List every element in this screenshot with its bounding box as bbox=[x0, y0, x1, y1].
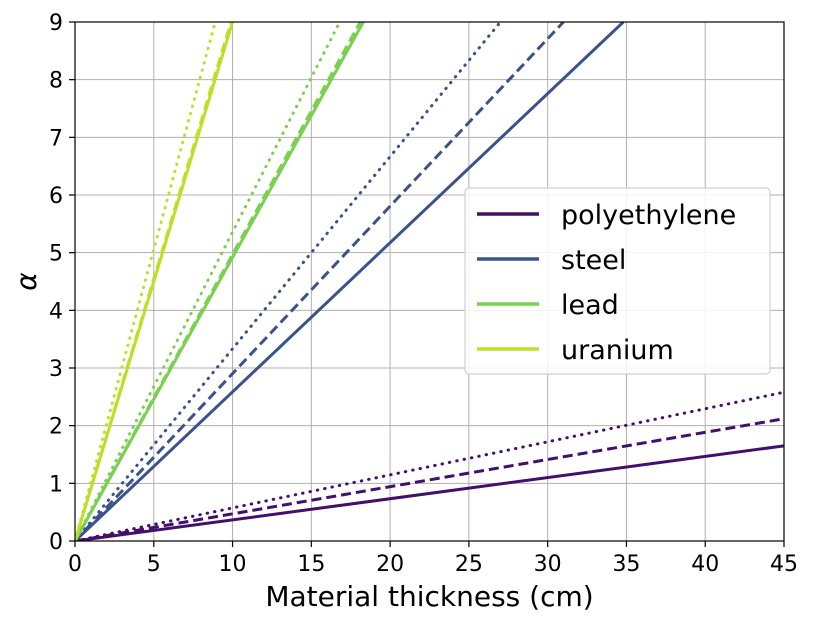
x-tick-label: 30 bbox=[534, 552, 562, 577]
series-line-steel-dashed bbox=[75, 22, 565, 541]
x-tick-label: 15 bbox=[297, 552, 325, 577]
y-tick-label: 0 bbox=[49, 530, 63, 555]
series-line-steel-solid bbox=[75, 22, 625, 541]
series-line-polyethylene-dashed bbox=[75, 417, 784, 541]
x-tick-label: 40 bbox=[691, 552, 719, 577]
x-axis-label: Material thickness (cm) bbox=[265, 580, 593, 613]
x-tick-label: 45 bbox=[770, 552, 798, 577]
x-tick-label: 0 bbox=[68, 552, 82, 577]
y-tick-label: 1 bbox=[49, 472, 63, 497]
legend-box bbox=[464, 187, 771, 375]
series-line-polyethylene-dotted bbox=[75, 390, 784, 541]
legend-label-polyethylene: polyethylene bbox=[561, 200, 736, 231]
legend-label-steel: steel bbox=[561, 245, 626, 276]
y-tick-label: 4 bbox=[49, 299, 63, 324]
series-line-polyethylene-solid bbox=[75, 444, 784, 541]
y-tick-label: 7 bbox=[49, 126, 63, 151]
series-line-lead-dotted bbox=[75, 22, 342, 541]
series-line-uranium-dotted bbox=[75, 22, 217, 541]
x-tick-label: 5 bbox=[147, 552, 161, 577]
y-tick-label: 6 bbox=[49, 184, 63, 209]
y-tick-label: 2 bbox=[49, 415, 63, 440]
plot-frame bbox=[74, 21, 785, 542]
series-line-lead-solid bbox=[75, 22, 365, 541]
y-axis-label: α bbox=[10, 272, 43, 291]
x-tick-label: 35 bbox=[612, 552, 640, 577]
y-tick-label: 8 bbox=[49, 69, 63, 94]
x-tick-label: 20 bbox=[376, 552, 404, 577]
y-tick-label: 9 bbox=[49, 11, 63, 36]
series-lines bbox=[75, 22, 784, 541]
legend: polyethylene steel lead uranium bbox=[464, 187, 771, 375]
legend-label-uranium: uranium bbox=[561, 335, 674, 366]
x-tick-label: 25 bbox=[455, 552, 483, 577]
x-tick-label: 10 bbox=[219, 552, 247, 577]
series-line-uranium-dashed bbox=[75, 22, 233, 541]
series-line-lead-dashed bbox=[75, 22, 362, 541]
series-line-steel-dotted bbox=[75, 22, 502, 541]
legend-label-lead: lead bbox=[561, 290, 619, 321]
y-tick-label: 5 bbox=[49, 242, 63, 267]
y-tick-label: 3 bbox=[49, 357, 63, 382]
